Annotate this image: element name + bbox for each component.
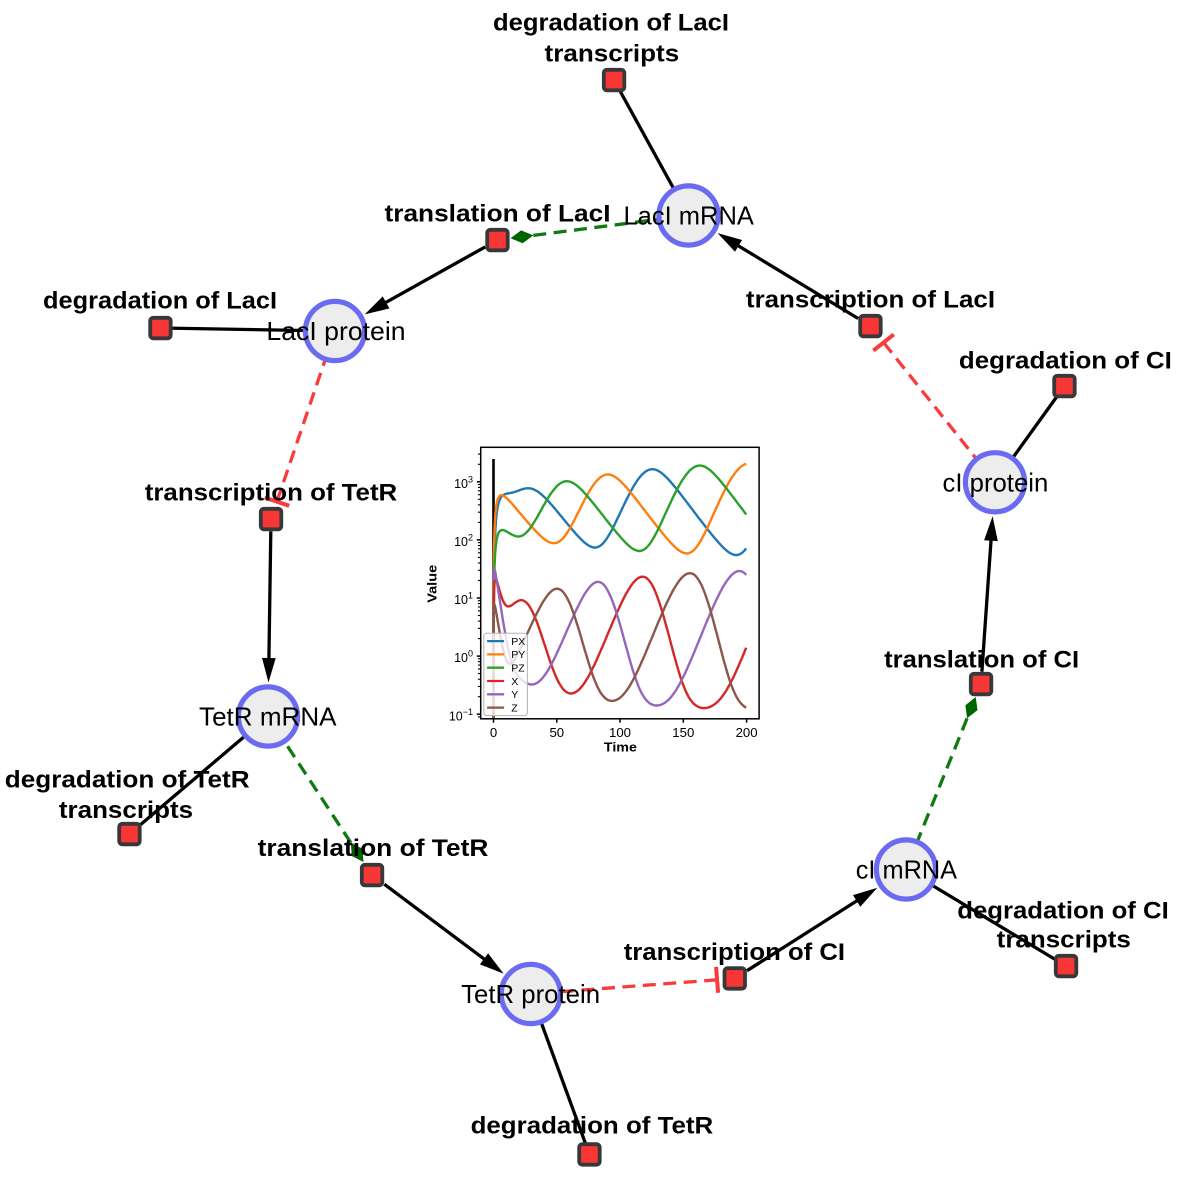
svg-text:transcription of TetR: transcription of TetR [145,480,398,507]
svg-text:transcription of CI: transcription of CI [624,939,845,966]
svg-text:transcripts: transcripts [59,797,193,824]
svg-text:degradation of LacI: degradation of LacI [493,10,729,37]
svg-text:LacI protein: LacI protein [266,316,405,346]
svg-text:TetR mRNA: TetR mRNA [199,702,337,732]
svg-text:100: 100 [609,725,631,740]
svg-text:degradation of CI: degradation of CI [959,348,1172,375]
svg-text:50: 50 [549,725,564,740]
svg-text:200: 200 [736,725,758,740]
svg-text:Z: Z [511,702,518,714]
svg-text:X: X [511,676,518,688]
svg-text:0: 0 [490,725,497,740]
svg-text:TetR protein: TetR protein [461,979,600,1009]
svg-text:Time: Time [604,739,637,754]
svg-text:PY: PY [511,649,525,661]
svg-text:degradation of CI: degradation of CI [957,897,1169,924]
svg-text:PX: PX [511,636,525,648]
svg-text:translation of CI: translation of CI [884,647,1079,674]
svg-text:103: 103 [454,474,473,491]
svg-text:transcription of LacI: transcription of LacI [746,287,995,314]
svg-text:cI protein: cI protein [943,467,1049,497]
svg-text:10−1: 10−1 [449,707,473,724]
svg-text:cI mRNA: cI mRNA [856,855,958,885]
svg-text:PZ: PZ [511,663,525,675]
svg-text:102: 102 [454,533,473,550]
svg-text:translation of TetR: translation of TetR [258,835,489,862]
svg-text:101: 101 [454,591,473,608]
svg-text:Value: Value [425,565,440,603]
svg-text:transcripts: transcripts [545,41,680,68]
svg-text:degradation of TetR: degradation of TetR [471,1113,714,1140]
svg-text:150: 150 [672,725,694,740]
svg-text:translation of LacI: translation of LacI [385,200,611,227]
svg-text:Y: Y [511,689,518,701]
svg-text:LacI mRNA: LacI mRNA [624,201,755,231]
svg-text:transcripts: transcripts [997,927,1131,954]
svg-text:degradation of LacI: degradation of LacI [43,288,277,315]
svg-text:degradation of TetR: degradation of TetR [5,767,250,794]
svg-text:100: 100 [454,649,473,666]
